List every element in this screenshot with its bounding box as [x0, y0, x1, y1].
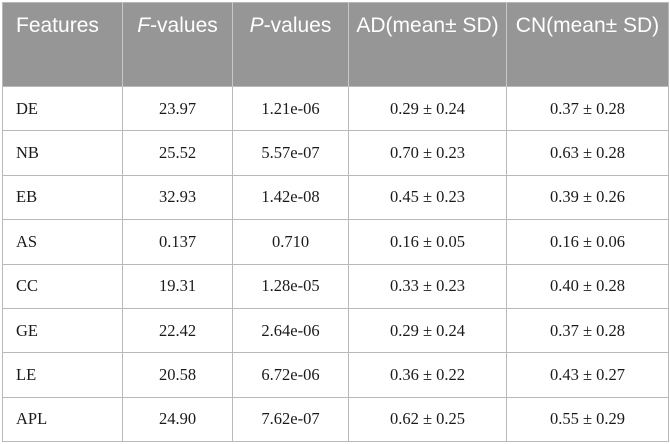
table-row: DE 23.97 1.21e-06 0.29 ± 0.24 0.37 ± 0.2…: [2, 85, 669, 131]
ad-cell: 0.29 ± 0.24: [348, 85, 507, 131]
header-p-values: P-values: [232, 2, 349, 87]
table-body: DE 23.97 1.21e-06 0.29 ± 0.24 0.37 ± 0.2…: [2, 85, 669, 442]
p-value-cell: 1.42e-08: [232, 174, 349, 220]
table-row: NB 25.52 5.57e-07 0.70 ± 0.23 0.63 ± 0.2…: [2, 130, 669, 176]
feature-cell: EB: [2, 174, 123, 220]
table-row: APL 24.90 7.62e-07 0.62 ± 0.25 0.55 ± 0.…: [2, 396, 669, 442]
feature-cell: NB: [2, 130, 123, 176]
table-row: LE 20.58 6.72e-06 0.36 ± 0.22 0.43 ± 0.2…: [2, 352, 669, 398]
ad-cell: 0.62 ± 0.25: [348, 396, 507, 442]
f-value-cell: 23.97: [122, 85, 233, 131]
p-value-cell: 1.28e-05: [232, 263, 349, 309]
feature-cell: DE: [2, 85, 123, 131]
header-f-values: F-values: [122, 2, 233, 87]
header-features: Features: [2, 2, 123, 87]
header-row: Features F-values P-values AD(mean± SD) …: [2, 2, 669, 87]
ad-cell: 0.29 ± 0.24: [348, 307, 507, 353]
table-row: GE 22.42 2.64e-06 0.29 ± 0.24 0.37 ± 0.2…: [2, 307, 669, 353]
cn-cell: 0.39 ± 0.26: [506, 174, 669, 220]
p-value-cell: 6.72e-06: [232, 352, 349, 398]
ad-cell: 0.45 ± 0.23: [348, 174, 507, 220]
ad-cell: 0.70 ± 0.23: [348, 130, 507, 176]
cn-cell: 0.37 ± 0.28: [506, 307, 669, 353]
header-ad-mean-sd: AD(mean± SD): [348, 2, 507, 87]
feature-cell: CC: [2, 263, 123, 309]
f-value-cell: 32.93: [122, 174, 233, 220]
f-value-cell: 22.42: [122, 307, 233, 353]
table-row: EB 32.93 1.42e-08 0.45 ± 0.23 0.39 ± 0.2…: [2, 174, 669, 220]
f-value-cell: 25.52: [122, 130, 233, 176]
header-cn-mean-sd: CN(mean± SD): [506, 2, 669, 87]
p-value-cell: 1.21e-06: [232, 85, 349, 131]
ad-cell: 0.33 ± 0.23: [348, 263, 507, 309]
feature-cell: AS: [2, 219, 123, 264]
cn-cell: 0.55 ± 0.29: [506, 396, 669, 442]
table-header: Features F-values P-values AD(mean± SD) …: [2, 2, 669, 87]
cn-cell: 0.40 ± 0.28: [506, 263, 669, 309]
feature-cell: LE: [2, 352, 123, 398]
f-value-cell: 24.90: [122, 396, 233, 442]
table-row: CC 19.31 1.28e-05 0.33 ± 0.23 0.40 ± 0.2…: [2, 263, 669, 309]
p-value-cell: 2.64e-06: [232, 307, 349, 353]
f-value-cell: 20.58: [122, 352, 233, 398]
p-value-cell: 5.57e-07: [232, 130, 349, 176]
p-value-cell: 7.62e-07: [232, 396, 349, 442]
ad-cell: 0.16 ± 0.05: [348, 219, 507, 264]
cn-cell: 0.63 ± 0.28: [506, 130, 669, 176]
ad-cell: 0.36 ± 0.22: [348, 352, 507, 398]
table-row: AS 0.137 0.710 0.16 ± 0.05 0.16 ± 0.06: [2, 219, 669, 264]
feature-cell: GE: [2, 307, 123, 353]
p-value-cell: 0.710: [232, 219, 349, 264]
f-value-cell: 19.31: [122, 263, 233, 309]
feature-cell: APL: [2, 396, 123, 442]
f-value-cell: 0.137: [122, 219, 233, 264]
cn-cell: 0.16 ± 0.06: [506, 219, 669, 264]
cn-cell: 0.37 ± 0.28: [506, 85, 669, 131]
cn-cell: 0.43 ± 0.27: [506, 352, 669, 398]
